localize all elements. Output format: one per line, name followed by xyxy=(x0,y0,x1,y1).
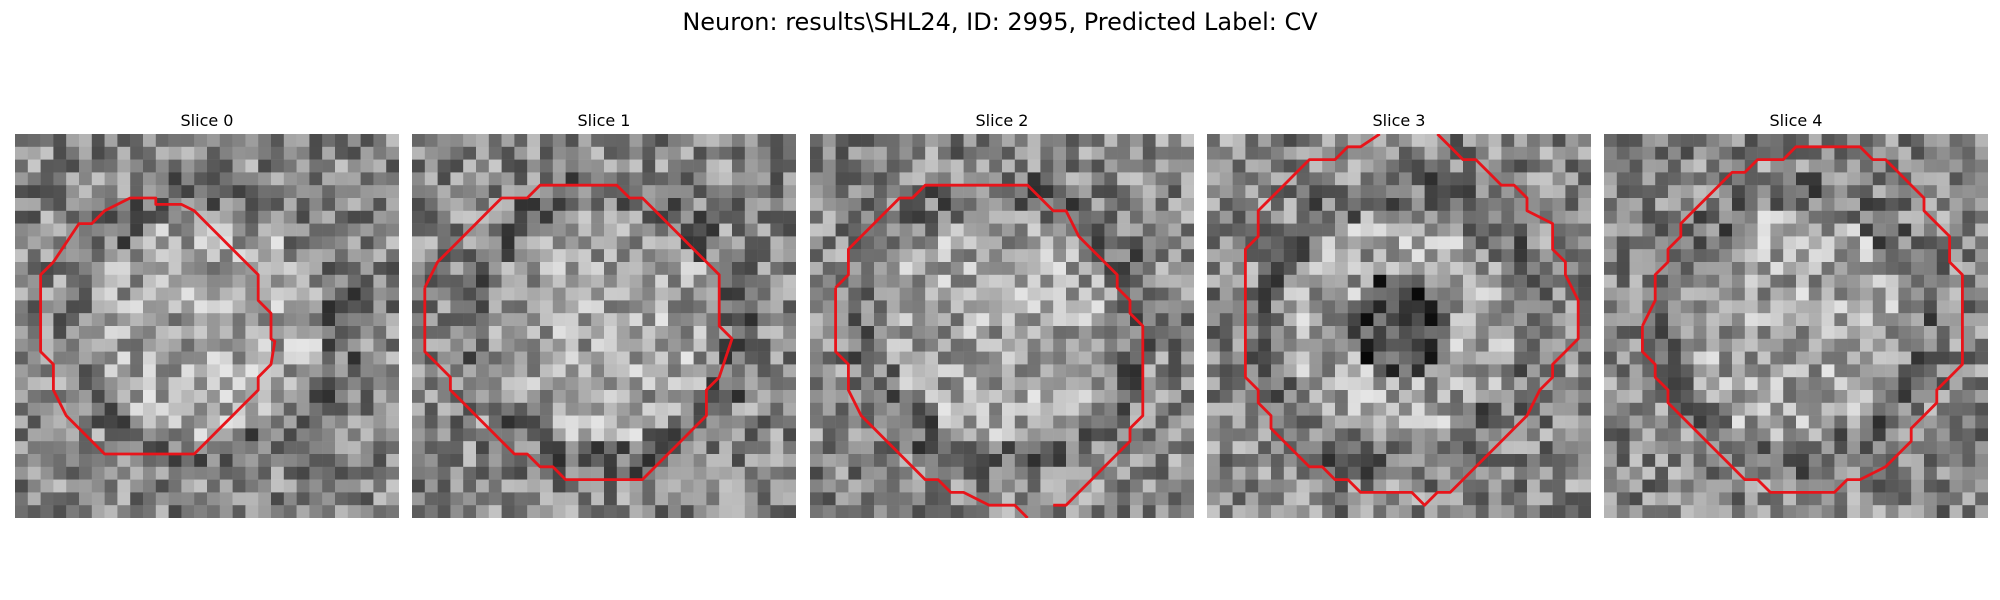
slice-panel-1: Slice 1 xyxy=(412,108,796,518)
slice-image-3 xyxy=(1207,134,1591,518)
slice-panel-4: Slice 4 xyxy=(1604,108,1988,518)
pixel-grid xyxy=(1604,134,1988,518)
roi-contour-lower xyxy=(834,287,1029,518)
slice-image-1 xyxy=(412,134,796,518)
slice-image-0 xyxy=(15,134,399,518)
slice-panel-0: Slice 0 xyxy=(15,108,399,518)
slice-image-4 xyxy=(1604,134,1988,518)
slice-title-0: Slice 0 xyxy=(180,111,234,130)
slice-title-1: Slice 1 xyxy=(577,111,631,130)
slice-title-3: Slice 3 xyxy=(1372,111,1426,130)
roi-contour xyxy=(423,183,734,482)
slice-title-4: Slice 4 xyxy=(1769,111,1823,130)
pixel-grid xyxy=(412,134,796,518)
pixel-grid xyxy=(1207,134,1591,518)
figure-title: Neuron: results\SHL24, ID: 2995, Predict… xyxy=(682,8,1318,36)
roi-contour xyxy=(1640,145,1964,494)
slice-panel-2: Slice 2 xyxy=(810,108,1194,518)
roi-contour xyxy=(1243,134,1580,507)
slice-panel-3: Slice 3 xyxy=(1207,108,1591,518)
roi-contour xyxy=(834,183,1145,507)
pixel-grid xyxy=(810,134,1194,518)
slice-title-2: Slice 2 xyxy=(975,111,1029,130)
roi-contour xyxy=(39,196,277,456)
slice-image-2 xyxy=(810,134,1194,518)
pixel-grid xyxy=(15,134,399,518)
